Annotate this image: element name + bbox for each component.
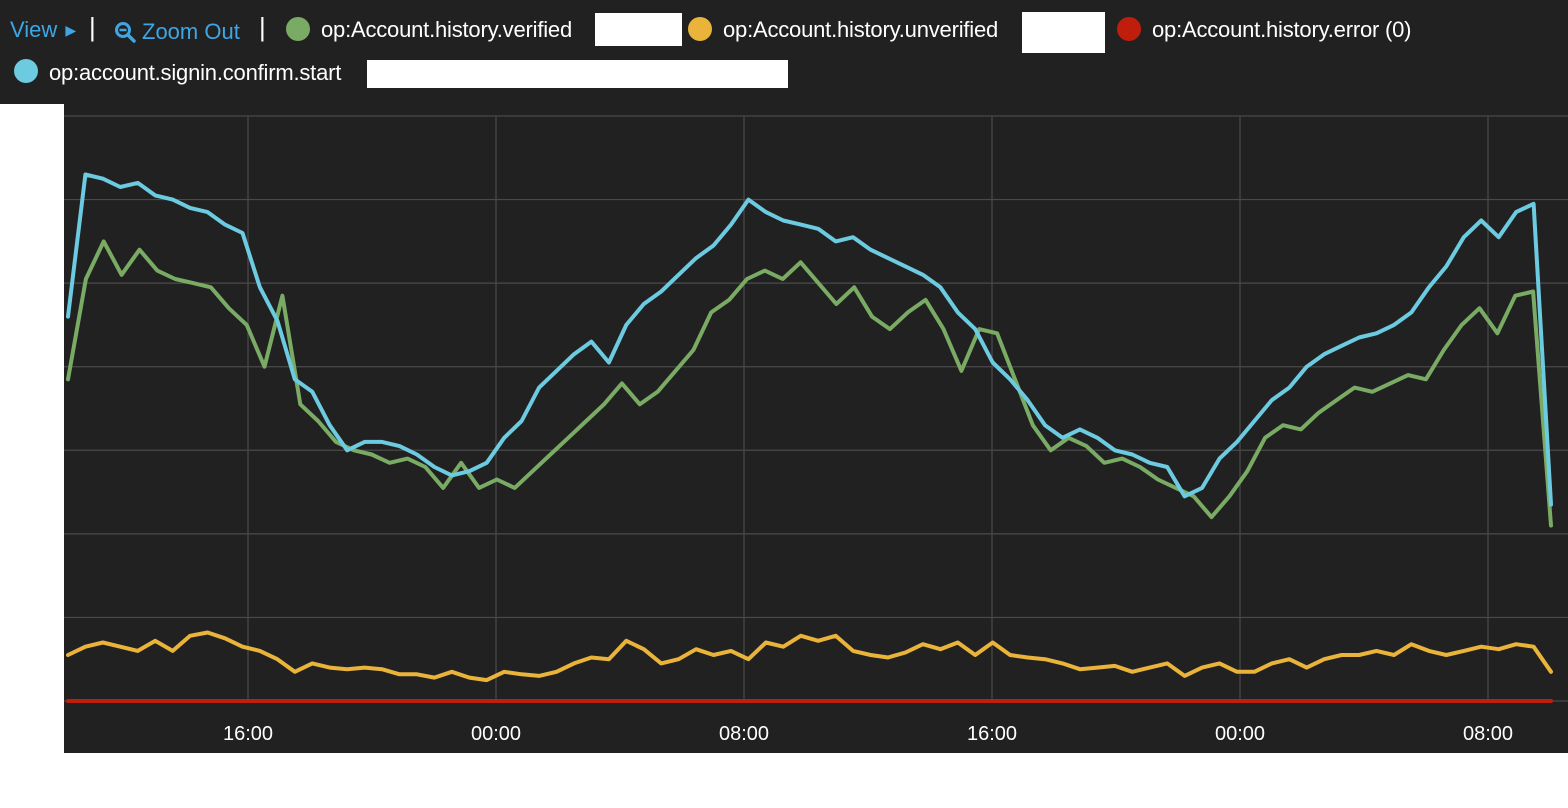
zoom-out-label: Zoom Out bbox=[142, 19, 240, 44]
view-button[interactable]: View ▶ bbox=[10, 17, 76, 45]
series-line-op-account-signin-confirm-start[interactable] bbox=[66, 172, 1553, 507]
view-label: View bbox=[10, 17, 58, 42]
x-tick-label: 00:00 bbox=[471, 723, 521, 745]
x-tick-label: 16:00 bbox=[223, 723, 273, 745]
series-line-op-account-history-verified[interactable] bbox=[66, 239, 1553, 528]
legend-label-error[interactable]: op:Account.history.error (0) bbox=[1152, 17, 1412, 42]
series-line-op-account-history-unverified[interactable] bbox=[66, 630, 1553, 683]
chart-toolbar: View ▶ | Zoom Out | op:Account.history.v… bbox=[0, 0, 1568, 104]
legend-label-verified[interactable]: op:Account.history.verified bbox=[321, 17, 572, 42]
legend-dot-unverified[interactable] bbox=[688, 17, 712, 41]
redacted-value bbox=[1022, 12, 1105, 53]
x-tick-label: 16:00 bbox=[967, 723, 1017, 745]
redacted-value bbox=[595, 13, 682, 46]
legend-dot-verified[interactable] bbox=[286, 17, 310, 41]
legend-label-unverified[interactable]: op:Account.history.unverified bbox=[723, 17, 999, 42]
toolbar-divider: | bbox=[89, 12, 96, 42]
chart-plot-area[interactable]: 16:00 00:00 08:00 16:00 00:00 08:00 bbox=[64, 104, 1568, 753]
caret-right-icon: ▶ bbox=[65, 22, 77, 38]
legend-label-signin-confirm[interactable]: op:account.signin.confirm.start bbox=[49, 60, 342, 85]
redacted-value bbox=[367, 60, 788, 88]
zoom-out-icon bbox=[115, 22, 136, 43]
toolbar-divider: | bbox=[259, 12, 266, 42]
x-tick-label: 08:00 bbox=[1463, 723, 1513, 745]
line-chart[interactable]: 16:00 00:00 08:00 16:00 00:00 08:00 bbox=[64, 104, 1568, 753]
x-tick-label: 08:00 bbox=[719, 723, 769, 745]
legend-dot-error[interactable] bbox=[1117, 17, 1141, 41]
legend-dot-signin-confirm[interactable] bbox=[14, 59, 38, 83]
zoom-out-button[interactable]: Zoom Out bbox=[114, 17, 240, 45]
x-tick-label: 00:00 bbox=[1215, 723, 1265, 745]
